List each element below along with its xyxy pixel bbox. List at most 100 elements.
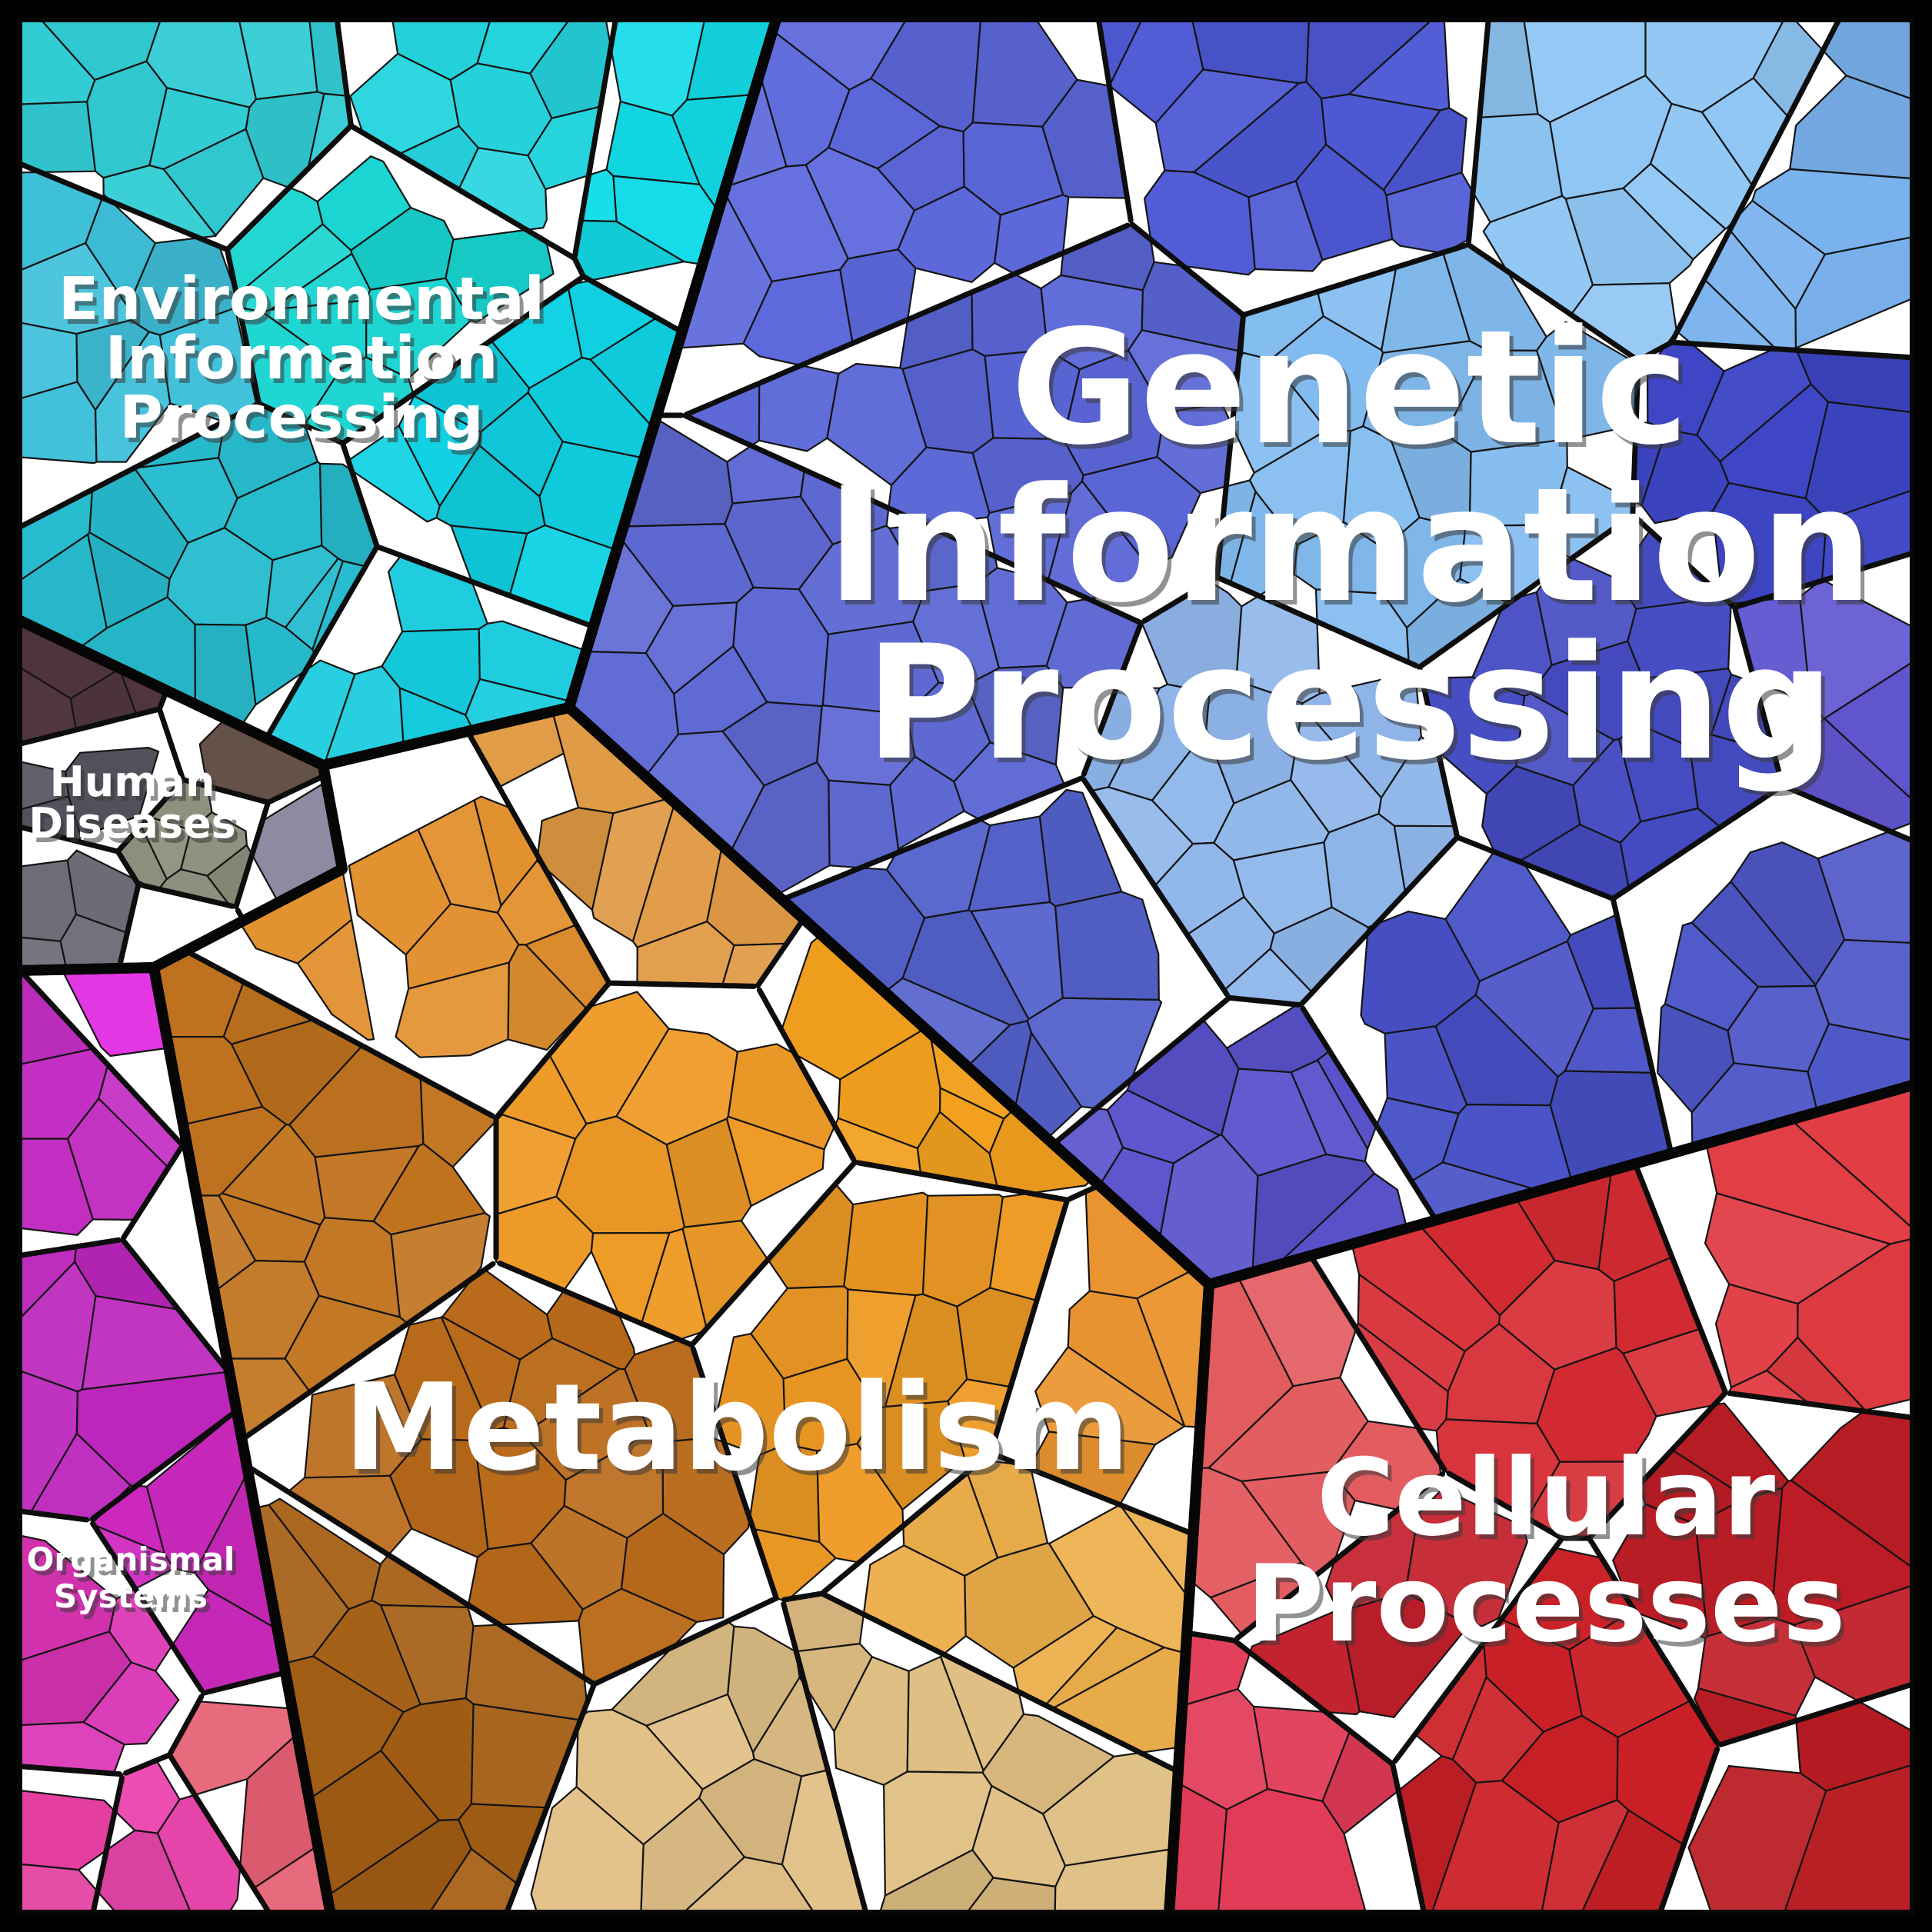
subregion-border: [1454, 834, 1614, 901]
subregion-border: [1611, 782, 1786, 901]
subregion-border: [1630, 358, 1641, 517]
cell: [1697, 1616, 1816, 1717]
subregion-border: [90, 1521, 204, 1693]
cell: [348, 828, 451, 956]
subregion-border: [168, 1754, 272, 1917]
region-cells-environmental-information-processing: [15, 15, 778, 767]
cells-layer: [15, 15, 1917, 1917]
subregion-border: [15, 1508, 90, 1523]
cell: [296, 918, 375, 1041]
subregion-border: [1783, 784, 1917, 844]
subregion-border: [341, 274, 586, 445]
subregion-border: [1392, 1537, 1564, 1764]
subregion-border: [756, 987, 857, 1162]
subregion-border: [503, 1683, 597, 1917]
subregion-border: [376, 545, 594, 629]
region-cells-organismal-systems: [15, 966, 332, 1917]
subregion-border: [581, 274, 683, 334]
subregion-border: [572, 256, 586, 278]
subregion-border: [116, 883, 142, 970]
subregion-border: [571, 17, 618, 259]
subregion-border: [1465, 15, 1491, 245]
subregion-border: [121, 1145, 184, 1241]
label-text: Cellular: [1317, 1436, 1775, 1560]
subregion-border: [348, 123, 577, 261]
subregion-border: [115, 849, 141, 887]
subregion-border: [1052, 995, 1232, 1146]
label-shadow: Systems: [58, 1582, 212, 1620]
subregion-border: [684, 222, 1131, 418]
subregion-border: [16, 824, 121, 854]
subregion-border: [1300, 1005, 1438, 1222]
subregion-border: [1636, 340, 1674, 363]
subregion-border: [185, 949, 496, 1119]
cell: [82, 1661, 180, 1746]
subregion-border: [1631, 513, 1736, 609]
subregion-border: [1731, 551, 1914, 611]
subregion-border: [1310, 1256, 1447, 1473]
subregion-border: [1215, 575, 1419, 668]
subregion-border: [241, 1261, 496, 1441]
subregion-border: [1141, 575, 1218, 624]
subregion-border: [682, 412, 1142, 625]
subregion-border: [1417, 665, 1460, 838]
label-shadow: Environmental: [62, 270, 548, 338]
subregion-border: [466, 731, 612, 986]
subregion-border: [120, 1237, 230, 1373]
subregion-border: [592, 1596, 778, 1687]
subregion-border: [1390, 1763, 1427, 1918]
subregion-border: [233, 802, 271, 910]
subregion-border: [123, 1752, 172, 1776]
subregion-border: [90, 1775, 125, 1917]
subregion-border: [15, 707, 160, 748]
region-cells-metabolism: [152, 706, 1211, 1917]
subregion-border: [1232, 1638, 1394, 1767]
label-text: Processes: [1246, 1542, 1845, 1666]
cell: [1788, 718, 1917, 832]
cell: [1054, 891, 1160, 1001]
subregion-border: [19, 969, 185, 1148]
label-shadow: Genetic: [1014, 301, 1693, 485]
subregion-border: [495, 981, 611, 1118]
subregion-border: [1227, 994, 1301, 1008]
subregion-border: [167, 1694, 205, 1757]
label-shadow: Information: [831, 459, 1877, 642]
region-cells-genetic-information-processing: [568, 15, 1917, 1286]
subregion-border: [1610, 896, 1674, 1154]
cell: [15, 101, 97, 173]
label-shadow: Information: [109, 329, 502, 398]
label-text: Processing: [119, 384, 483, 452]
subregion-border: [1298, 836, 1459, 1008]
subregion-border: [1096, 17, 1134, 224]
subregion-border: [15, 1237, 122, 1259]
cell: [1404, 1488, 1528, 1627]
subregion-border: [340, 441, 380, 548]
subregion-border: [1727, 1391, 1915, 1421]
subregion-border: [988, 1198, 1070, 1456]
subregion-border: [15, 1764, 122, 1777]
subregion-border: [1214, 312, 1246, 580]
cell: [445, 228, 555, 323]
subregion-border: [15, 160, 230, 252]
cell: [1339, 1591, 1471, 1718]
cell: [889, 755, 965, 851]
region-labels: GeneticGeneticInformationInformationProc…: [27, 265, 1877, 1671]
subregion-border: [689, 1159, 858, 1347]
label-shadow: Diseases: [32, 804, 239, 852]
label-text: Information: [105, 325, 498, 393]
subregion-border: [754, 918, 805, 988]
subregion-border: [1632, 1161, 1728, 1394]
label-text: Processing: [865, 612, 1834, 795]
subregion-border: [157, 707, 186, 783]
subregion-border: [1081, 776, 1230, 998]
label-shadow: Processing: [123, 388, 487, 457]
subregion-border: [779, 775, 1084, 902]
subregion-border: [265, 544, 380, 738]
label-text: Human: [50, 758, 215, 806]
label-shadow: Cellular: [1321, 1441, 1779, 1564]
